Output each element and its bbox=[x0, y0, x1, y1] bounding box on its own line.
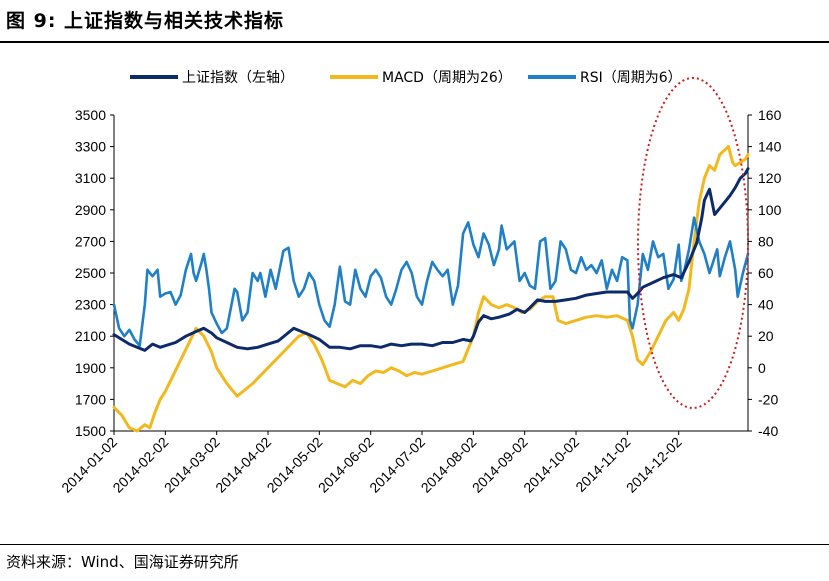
title-divider bbox=[0, 41, 829, 43]
legend: 上证指数（左轴） MACD（周期为26） RSI（周期为6） bbox=[130, 70, 682, 86]
left-tick-label: 1900 bbox=[75, 360, 106, 376]
legend-label: RSI（周期为6） bbox=[580, 70, 682, 86]
left-tick-label: 2300 bbox=[75, 297, 106, 313]
right-tick-label: 120 bbox=[758, 170, 782, 186]
left-tick-label: 2500 bbox=[75, 265, 106, 281]
source-note: 资料来源：Wind、国海证券研究所 bbox=[6, 553, 239, 571]
left-tick-label: 3500 bbox=[75, 107, 106, 123]
highlight-ellipse bbox=[637, 77, 749, 409]
left-tick-label: 2100 bbox=[75, 328, 106, 344]
right-tick-label: 140 bbox=[758, 139, 782, 155]
sh-index-line bbox=[112, 167, 750, 352]
macd-line bbox=[112, 145, 750, 433]
right-tick-label: 40 bbox=[758, 297, 774, 313]
left-tick-label: 2700 bbox=[75, 233, 106, 249]
right-tick-label: 80 bbox=[758, 233, 774, 249]
right-tick-label: 100 bbox=[758, 202, 782, 218]
right-tick-label: -20 bbox=[758, 391, 778, 407]
figure-title: 图 9: 上证指数与相关技术指标 bbox=[6, 10, 285, 32]
right-tick-label: -40 bbox=[758, 423, 778, 439]
right-tick-label: 160 bbox=[758, 107, 782, 123]
footer-divider bbox=[0, 544, 829, 545]
series-layer bbox=[112, 145, 750, 433]
right-tick-label: 20 bbox=[758, 328, 774, 344]
x-tick-label: 2014-10-02 bbox=[520, 434, 582, 496]
right-tick-label: 0 bbox=[758, 360, 766, 376]
rsi-line bbox=[112, 216, 750, 347]
legend-label: 上证指数（左轴） bbox=[182, 70, 294, 86]
legend-label: MACD（周期为26） bbox=[382, 70, 512, 86]
left-tick-label: 1700 bbox=[75, 391, 106, 407]
right-tick-label: 60 bbox=[758, 265, 774, 281]
left-tick-label: 1500 bbox=[75, 423, 106, 439]
left-tick-label: 2900 bbox=[75, 202, 106, 218]
x-tick-label: 2014-12-02 bbox=[623, 434, 685, 496]
left-tick-label: 3300 bbox=[75, 139, 106, 155]
left-tick-label: 3100 bbox=[75, 170, 106, 186]
